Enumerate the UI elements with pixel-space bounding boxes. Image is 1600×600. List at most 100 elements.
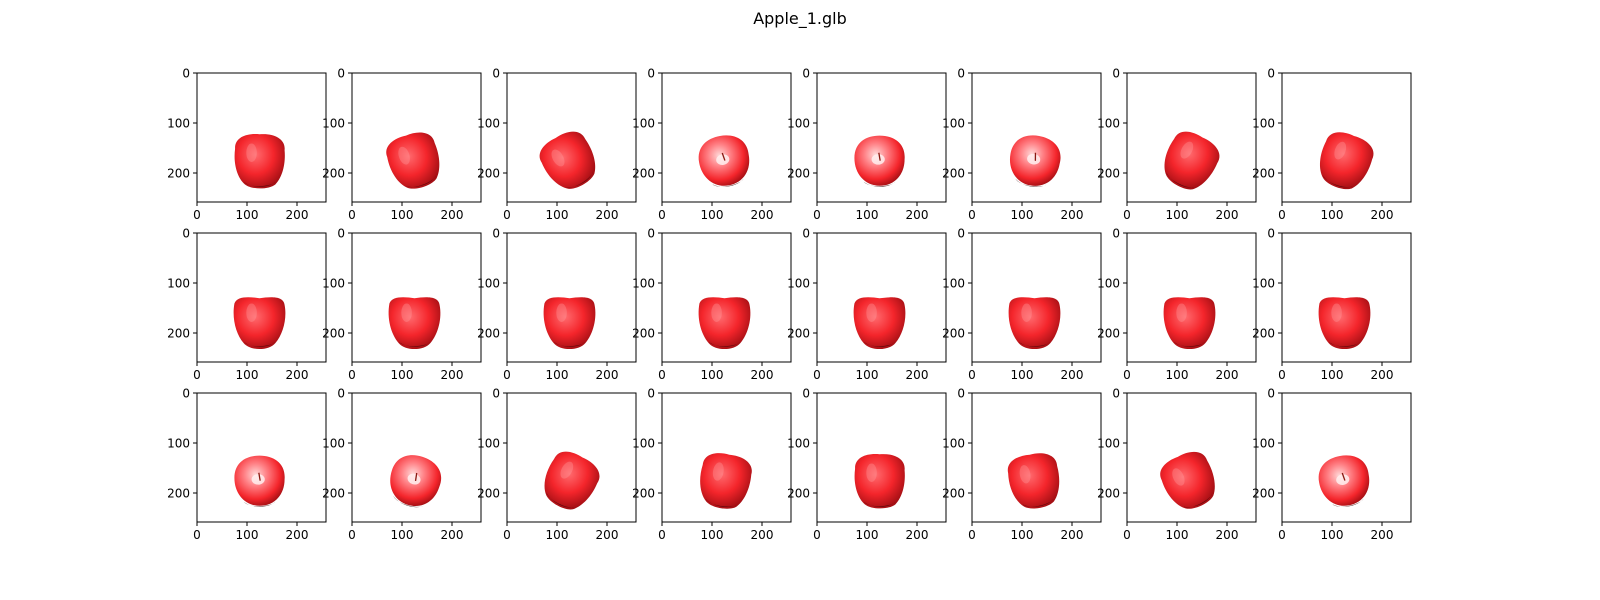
y-tick-label: 0 bbox=[647, 387, 655, 401]
axes-frame bbox=[971, 392, 1102, 523]
y-tick-label: 0 bbox=[182, 387, 190, 401]
x-tick-label: 0 bbox=[813, 528, 821, 542]
y-tick-label: 100 bbox=[477, 437, 500, 451]
y-tick-label: 0 bbox=[802, 387, 810, 401]
y-tick-label: 100 bbox=[322, 277, 345, 291]
x-tick-label: 200 bbox=[596, 208, 619, 222]
x-tick-label: 100 bbox=[701, 368, 724, 382]
apple-render bbox=[853, 297, 906, 350]
y-tick-label: 0 bbox=[1267, 67, 1275, 81]
y-tick-label: 0 bbox=[1267, 227, 1275, 241]
x-tick-label: 100 bbox=[856, 208, 879, 222]
x-tick-label: 0 bbox=[1123, 368, 1131, 382]
axes-frame bbox=[816, 72, 947, 203]
x-tick-label: 200 bbox=[1216, 208, 1239, 222]
y-tick-label: 200 bbox=[1252, 167, 1275, 181]
x-tick-label: 100 bbox=[391, 528, 414, 542]
y-tick-label: 200 bbox=[1097, 487, 1120, 501]
x-tick-label: 200 bbox=[596, 368, 619, 382]
y-tick-label: 100 bbox=[632, 437, 655, 451]
axes-frame bbox=[196, 72, 327, 203]
x-tick-label: 100 bbox=[1321, 368, 1344, 382]
x-tick-label: 200 bbox=[596, 528, 619, 542]
x-tick-label: 100 bbox=[391, 368, 414, 382]
x-tick-label: 200 bbox=[441, 368, 464, 382]
y-tick-label: 100 bbox=[632, 277, 655, 291]
y-tick-label: 0 bbox=[492, 387, 500, 401]
axes-frame bbox=[506, 72, 637, 203]
axes-frame bbox=[196, 232, 327, 363]
y-tick-label: 0 bbox=[337, 67, 345, 81]
x-tick-label: 0 bbox=[658, 208, 666, 222]
x-tick-label: 0 bbox=[503, 368, 511, 382]
x-tick-label: 0 bbox=[1278, 528, 1286, 542]
x-tick-label: 0 bbox=[813, 208, 821, 222]
axes-frame bbox=[1281, 72, 1412, 203]
x-tick-label: 100 bbox=[391, 208, 414, 222]
y-tick-label: 0 bbox=[337, 387, 345, 401]
x-tick-label: 200 bbox=[286, 528, 309, 542]
axes-frame bbox=[506, 392, 637, 523]
y-tick-label: 100 bbox=[477, 277, 500, 291]
x-tick-label: 0 bbox=[193, 368, 201, 382]
axes-frame bbox=[816, 232, 947, 363]
apple-render bbox=[390, 455, 442, 508]
axes-frame bbox=[1126, 392, 1257, 523]
apple-render bbox=[1008, 297, 1061, 350]
subplot-1-6: 0 100 200 0 100 200 bbox=[942, 67, 1102, 222]
x-tick-label: 200 bbox=[1061, 528, 1084, 542]
x-tick-label: 100 bbox=[236, 528, 259, 542]
apple-render bbox=[700, 453, 752, 509]
y-tick-label: 200 bbox=[477, 487, 500, 501]
subplot-2-2: 0 100 200 0 100 200 bbox=[322, 227, 482, 382]
apple-render bbox=[1163, 297, 1216, 350]
apple-render bbox=[388, 297, 441, 350]
subplot-2-6: 0 100 200 0 100 200 bbox=[942, 227, 1102, 382]
x-tick-label: 200 bbox=[286, 368, 309, 382]
x-tick-label: 200 bbox=[1216, 528, 1239, 542]
subplot-1-3: 0 100 200 0 100 200 bbox=[477, 67, 637, 222]
y-tick-label: 200 bbox=[942, 167, 965, 181]
subplot-1-1: 0 100 200 0 100 200 bbox=[167, 67, 327, 222]
x-tick-label: 100 bbox=[1321, 528, 1344, 542]
x-tick-label: 0 bbox=[193, 528, 201, 542]
x-tick-label: 200 bbox=[906, 208, 929, 222]
x-tick-label: 0 bbox=[658, 368, 666, 382]
y-tick-label: 100 bbox=[787, 437, 810, 451]
x-tick-label: 200 bbox=[1061, 368, 1084, 382]
y-tick-label: 200 bbox=[787, 167, 810, 181]
x-tick-label: 200 bbox=[286, 208, 309, 222]
x-tick-label: 100 bbox=[236, 368, 259, 382]
subplot-3-6: 0 100 200 0 100 200 bbox=[942, 387, 1102, 542]
x-tick-label: 200 bbox=[1216, 368, 1239, 382]
y-tick-label: 100 bbox=[942, 277, 965, 291]
x-tick-label: 200 bbox=[906, 368, 929, 382]
x-tick-label: 200 bbox=[1061, 208, 1084, 222]
subplot-3-3: 0 100 200 0 100 200 bbox=[477, 387, 637, 542]
apple-render bbox=[1318, 297, 1371, 350]
x-tick-label: 0 bbox=[658, 528, 666, 542]
x-tick-label: 100 bbox=[1011, 368, 1034, 382]
x-tick-label: 100 bbox=[1166, 528, 1189, 542]
x-tick-label: 100 bbox=[1321, 208, 1344, 222]
x-tick-label: 200 bbox=[1371, 208, 1394, 222]
apple-render bbox=[544, 451, 600, 510]
subplot-2-7: 0 100 200 0 100 200 bbox=[1097, 227, 1257, 382]
axes-frame bbox=[1126, 72, 1257, 203]
y-tick-label: 0 bbox=[337, 227, 345, 241]
y-tick-label: 200 bbox=[632, 167, 655, 181]
subplot-2-8: 0 100 200 0 100 200 bbox=[1252, 227, 1412, 382]
apple-render bbox=[1164, 131, 1220, 190]
x-tick-label: 100 bbox=[701, 528, 724, 542]
axes-frame bbox=[661, 72, 792, 203]
x-tick-label: 0 bbox=[1123, 528, 1131, 542]
x-tick-label: 200 bbox=[441, 528, 464, 542]
apple-render bbox=[854, 135, 905, 187]
y-tick-label: 0 bbox=[182, 227, 190, 241]
apple-render bbox=[234, 134, 285, 189]
y-tick-label: 100 bbox=[1252, 437, 1275, 451]
y-tick-label: 0 bbox=[1112, 387, 1120, 401]
figure-title: Apple_1.glb bbox=[753, 9, 847, 28]
axes-frame bbox=[816, 392, 947, 523]
subplot-3-8: 0 100 200 0 100 200 bbox=[1252, 387, 1412, 542]
